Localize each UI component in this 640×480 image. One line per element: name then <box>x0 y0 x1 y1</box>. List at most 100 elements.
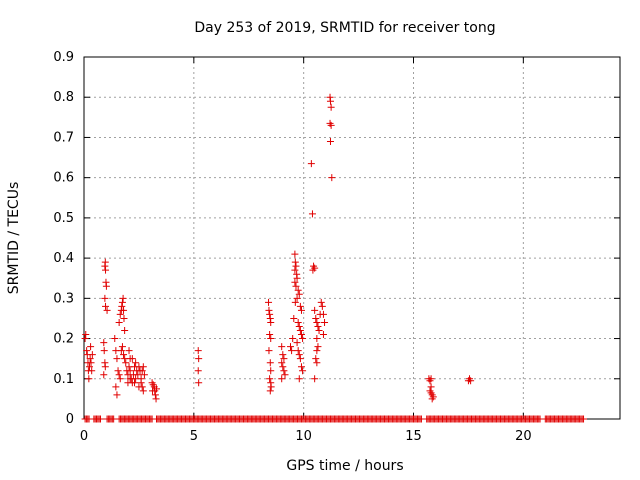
data-point <box>111 335 119 343</box>
x-axis-label: GPS time / hours <box>286 458 403 474</box>
data-point <box>118 302 126 310</box>
data-point <box>266 387 274 395</box>
data-point <box>115 371 123 379</box>
data-point <box>149 387 157 395</box>
data-point <box>113 355 121 363</box>
data-point <box>328 174 336 182</box>
data-point <box>326 137 334 145</box>
data-point <box>138 383 146 391</box>
data-point <box>294 318 302 326</box>
y-tick-label: 0.6 <box>53 171 74 186</box>
data-point <box>288 347 296 355</box>
data-point <box>85 375 93 383</box>
y-tick-label: 0.8 <box>53 90 74 105</box>
data-point <box>314 343 322 351</box>
data-point <box>194 367 202 375</box>
data-point <box>312 314 320 322</box>
data-point <box>152 395 160 403</box>
y-tick-label: 0.1 <box>53 372 74 387</box>
data-point <box>467 377 475 385</box>
data-point <box>83 347 91 355</box>
y-tick-label: 0.3 <box>53 291 74 306</box>
data-point <box>101 258 109 266</box>
data-point <box>120 314 128 322</box>
data-point <box>299 367 307 375</box>
data-point <box>100 347 108 355</box>
zero-point <box>96 415 104 423</box>
data-point <box>120 351 128 359</box>
data-point <box>308 210 316 218</box>
data-point <box>126 375 134 383</box>
y-tick-label: 0.9 <box>53 50 74 65</box>
y-tick-label: 0.2 <box>53 332 74 347</box>
data-point <box>427 383 435 391</box>
x-tick-label: 10 <box>295 429 312 444</box>
data-point <box>280 367 288 375</box>
data-point <box>139 387 147 395</box>
data-point <box>311 375 319 383</box>
data-point <box>291 278 299 286</box>
data-point <box>131 379 139 387</box>
data-point <box>307 160 315 168</box>
data-point <box>267 335 275 343</box>
data-point <box>295 290 303 298</box>
data-point <box>279 351 287 359</box>
data-point <box>297 363 305 371</box>
data-point <box>266 375 274 383</box>
data-point <box>293 339 301 347</box>
data-point <box>313 359 321 367</box>
data-point <box>101 294 109 302</box>
data-point <box>267 318 275 326</box>
chart-title: Day 253 of 2019, SRMTID for receiver ton… <box>194 20 495 36</box>
data-point <box>88 367 96 375</box>
x-tick-label: 15 <box>405 429 422 444</box>
data-point <box>289 335 297 343</box>
data-point <box>299 335 307 343</box>
data-point <box>296 327 304 335</box>
data-point <box>138 367 146 375</box>
x-tick-label: 5 <box>190 429 198 444</box>
data-point <box>321 318 329 326</box>
data-point <box>266 310 274 318</box>
data-point <box>327 103 335 111</box>
data-point <box>101 363 109 371</box>
data-point <box>265 306 273 314</box>
x-tick-label: 0 <box>80 429 88 444</box>
data-point <box>327 121 335 129</box>
data-point <box>295 375 303 383</box>
data-point <box>124 379 132 387</box>
data-point <box>140 371 148 379</box>
plot-frame <box>83 56 621 420</box>
data-point <box>128 355 136 363</box>
data-point <box>290 314 298 322</box>
data-point <box>267 367 275 375</box>
data-point <box>125 347 133 355</box>
data-point <box>132 359 140 367</box>
x-tick-label: 20 <box>515 429 532 444</box>
data-point <box>265 298 273 306</box>
data-point <box>119 294 127 302</box>
data-point <box>134 371 142 379</box>
data-point <box>318 302 326 310</box>
y-tick-label: 0.4 <box>53 251 74 266</box>
data-point <box>319 331 327 339</box>
data-point <box>266 331 274 339</box>
data-point <box>326 97 334 105</box>
data-point <box>293 294 301 302</box>
data-point <box>139 363 147 371</box>
data-point <box>291 258 299 266</box>
data-point <box>281 371 289 379</box>
data-point <box>122 359 130 367</box>
data-point <box>278 359 286 367</box>
data-point <box>118 298 126 306</box>
data-point <box>292 262 300 270</box>
data-point <box>115 318 123 326</box>
data-point <box>319 310 327 318</box>
data-point <box>118 343 126 351</box>
data-point <box>295 351 303 359</box>
data-point <box>314 322 322 330</box>
data-point <box>309 266 317 274</box>
y-tick-label: 0.5 <box>53 211 74 226</box>
data-point <box>102 302 110 310</box>
data-point <box>317 298 325 306</box>
